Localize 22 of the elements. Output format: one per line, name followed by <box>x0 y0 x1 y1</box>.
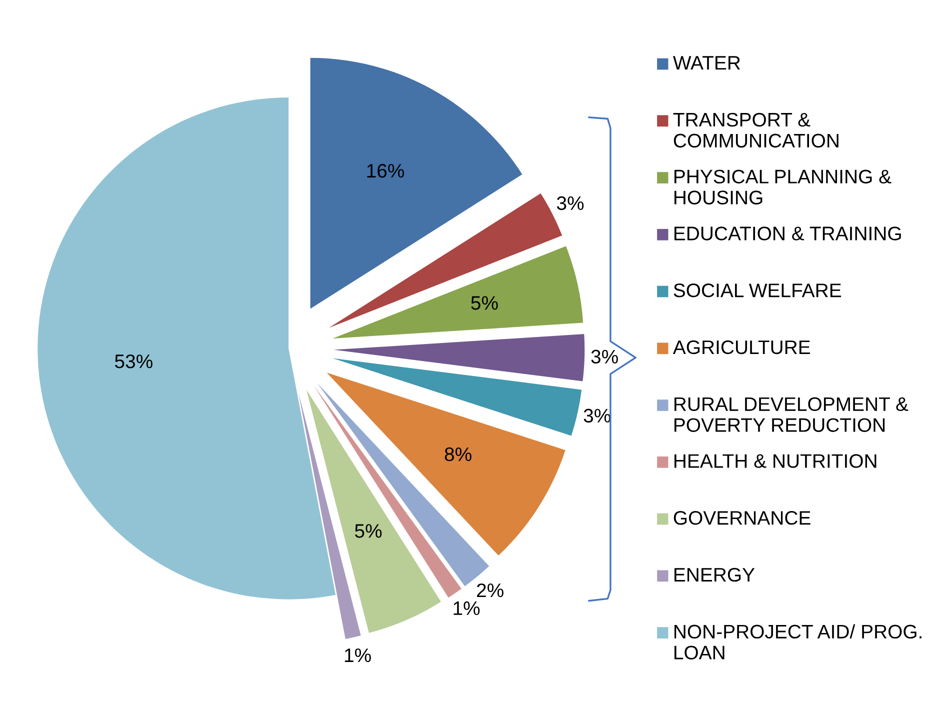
data-label: 3% <box>591 350 618 364</box>
data-label: 16% <box>367 164 404 178</box>
data-label: 5% <box>355 524 382 538</box>
data-label: 5% <box>471 296 498 310</box>
data-label: 8% <box>444 447 472 462</box>
legend-label: EDUCATION & TRAINING <box>674 226 901 240</box>
data-label: 53% <box>115 354 152 368</box>
legend-label: GOVERNANCE <box>674 511 810 525</box>
data-label: 1% <box>344 648 371 662</box>
legend-label: PHYSICAL PLANNING & HOUSING <box>674 170 892 204</box>
data-label: 3% <box>556 196 584 210</box>
legend-label: SOCIAL WELFARE <box>674 283 841 298</box>
legend-label: WATER <box>672 56 740 70</box>
legend-label: TRANSPORT & COMMUNICATION <box>673 112 838 148</box>
legend-label: ENERGY <box>674 568 755 582</box>
legend-label: NON-PROJECT AID/ PROG. LOAN <box>674 624 922 660</box>
data-label: 1% <box>454 601 480 616</box>
legend-label: AGRICULTURE <box>672 340 810 354</box>
legend-label: RURAL DEVELOPMENT & POVERTY REDUCTION <box>674 397 908 432</box>
data-label: 2% <box>477 583 504 598</box>
data-label: 3% <box>584 408 610 423</box>
legend-label: HEALTH & NUTRITION <box>674 454 876 468</box>
